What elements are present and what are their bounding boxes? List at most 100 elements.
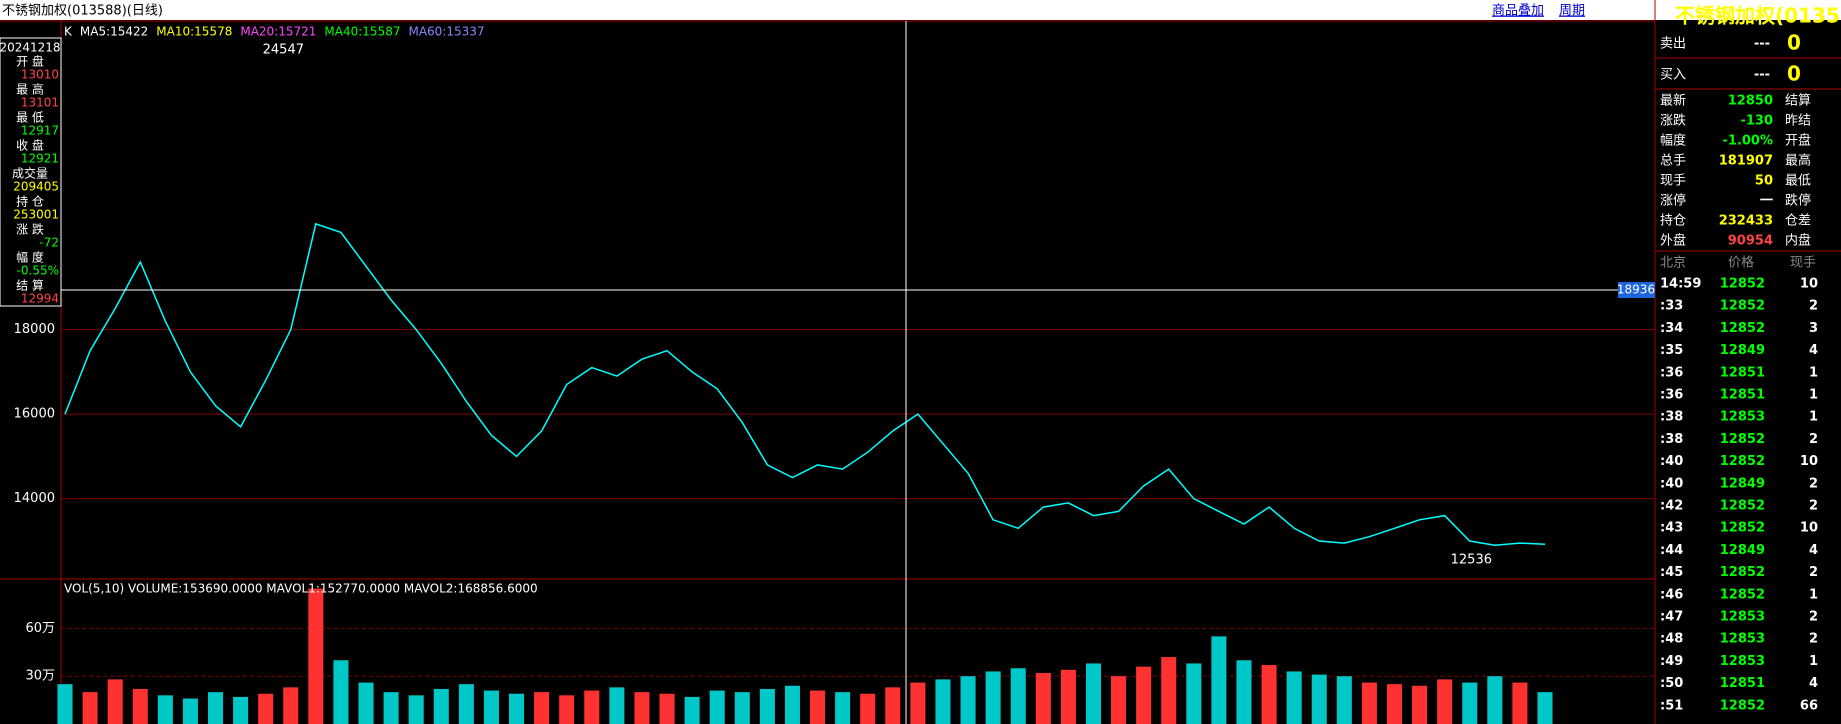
price-line bbox=[64, 222, 1546, 546]
info-label: 开 盘 bbox=[16, 54, 44, 69]
volume-bar bbox=[784, 685, 800, 724]
volume-bar bbox=[82, 692, 98, 724]
volume-bar bbox=[1537, 692, 1553, 724]
y-tick-label: 16000 bbox=[14, 407, 55, 422]
volume-bar bbox=[1111, 676, 1127, 724]
volume-bar bbox=[509, 693, 525, 724]
quote-row-value: 232433 bbox=[1719, 214, 1773, 229]
quote-row-label2: 最高 bbox=[1785, 153, 1811, 169]
tick-price: 12851 bbox=[1720, 365, 1765, 380]
info-value: -0.55% bbox=[17, 264, 59, 278]
tick-header: 价格 bbox=[1728, 255, 1754, 271]
info-value: 12921 bbox=[21, 152, 59, 166]
volume-bar bbox=[734, 692, 750, 724]
tick-time: :49 bbox=[1660, 654, 1683, 669]
quote-row-label2: 昨结 bbox=[1785, 114, 1811, 129]
volume-bar bbox=[559, 695, 575, 724]
tick-price: 12852 bbox=[1720, 432, 1765, 447]
ma-legend: K bbox=[64, 25, 73, 39]
volume-bar bbox=[283, 687, 299, 724]
tick-volume: 2 bbox=[1809, 632, 1818, 647]
tick-volume: 3 bbox=[1809, 321, 1818, 336]
ma-legend: MA20:15721 bbox=[240, 25, 316, 39]
quote-row-value: 181907 bbox=[1719, 154, 1773, 169]
tick-volume: 1 bbox=[1809, 587, 1818, 602]
tick-volume: 1 bbox=[1809, 388, 1818, 403]
tick-time: :51 bbox=[1660, 698, 1683, 713]
ma-legend: MA10:15578 bbox=[156, 25, 232, 39]
tick-header: 现手 bbox=[1790, 256, 1816, 271]
tick-time: :34 bbox=[1660, 321, 1683, 336]
quote-row-label2: 内盘 bbox=[1785, 233, 1811, 249]
info-label: 涨 跌 bbox=[16, 222, 44, 237]
tick-volume: 2 bbox=[1809, 499, 1818, 514]
tick-volume: 2 bbox=[1809, 476, 1818, 491]
info-value: 13101 bbox=[21, 96, 59, 110]
tick-time: :45 bbox=[1660, 565, 1683, 580]
info-value: 12994 bbox=[21, 292, 59, 306]
quote-label: 买入 bbox=[1660, 68, 1686, 83]
volume-bar bbox=[1161, 657, 1177, 724]
volume-bar bbox=[1211, 636, 1227, 724]
volume-bar bbox=[57, 684, 73, 724]
quote-row-value: 一 bbox=[1760, 194, 1773, 209]
tick-time: :44 bbox=[1660, 543, 1683, 558]
info-label: 幅 度 bbox=[16, 250, 44, 265]
volume-bar bbox=[810, 690, 826, 724]
tick-volume: 4 bbox=[1809, 343, 1818, 358]
quote-row-value: 50 bbox=[1755, 174, 1773, 189]
tick-volume: 4 bbox=[1809, 543, 1818, 558]
volume-bar bbox=[258, 693, 274, 724]
quote-row-value: 90954 bbox=[1728, 234, 1773, 249]
volume-bar bbox=[1462, 682, 1478, 724]
quote-row-label2: 最低 bbox=[1785, 174, 1811, 189]
volume-bar bbox=[759, 688, 775, 724]
tick-time: :47 bbox=[1660, 610, 1683, 625]
info-value: 209405 bbox=[13, 180, 59, 194]
low-label: 12536 bbox=[1451, 553, 1492, 568]
info-label: 结 算 bbox=[16, 278, 44, 293]
tick-price: 12853 bbox=[1720, 632, 1765, 647]
volume-bar bbox=[207, 692, 224, 724]
volume-bar bbox=[1186, 663, 1202, 724]
quote-qty: 0 bbox=[1787, 31, 1801, 55]
tick-time: :42 bbox=[1660, 499, 1683, 514]
quote-row-label: 外盘 bbox=[1660, 233, 1686, 249]
cursor-label: 18936 bbox=[1617, 283, 1655, 297]
volume-bar bbox=[1286, 671, 1302, 724]
tick-price: 12849 bbox=[1720, 543, 1765, 558]
volume-bar bbox=[960, 676, 976, 724]
volume-legend: VOL(5,10) VOLUME:153690.0000 MAVOL1:1527… bbox=[64, 582, 538, 596]
volume-bar bbox=[1512, 682, 1528, 724]
volume-bar bbox=[1437, 679, 1453, 724]
high-label: 24547 bbox=[263, 43, 304, 58]
volume-bar bbox=[308, 588, 324, 724]
volume-bar bbox=[1336, 676, 1352, 724]
y-tick-label: 60万 bbox=[25, 621, 55, 636]
volume-bar bbox=[609, 687, 625, 724]
volume-bar bbox=[534, 692, 550, 724]
tick-time: :50 bbox=[1660, 676, 1683, 691]
quote-row-value: -130 bbox=[1740, 114, 1773, 129]
info-value: 12917 bbox=[21, 124, 59, 138]
quote-label: 卖出 bbox=[1660, 37, 1686, 52]
info-label: 收 盘 bbox=[16, 138, 44, 153]
volume-bar bbox=[383, 692, 399, 724]
volume-bar bbox=[659, 693, 675, 724]
y-tick-label: 18000 bbox=[14, 322, 55, 337]
volume-bar bbox=[1085, 663, 1101, 724]
tick-price: 12853 bbox=[1720, 610, 1765, 625]
quote-row-label: 最新 bbox=[1660, 93, 1686, 109]
info-value: -72 bbox=[39, 236, 59, 250]
tick-price: 12852 bbox=[1720, 499, 1765, 514]
y-tick-label: 30万 bbox=[25, 669, 55, 684]
overlay-link[interactable]: 商品叠加 bbox=[1492, 4, 1544, 19]
volume-bar bbox=[1412, 685, 1428, 724]
tick-price: 12852 bbox=[1720, 587, 1765, 602]
tick-volume: 1 bbox=[1809, 365, 1818, 380]
volume-bar bbox=[458, 684, 474, 724]
ma-legend: MA40:15587 bbox=[324, 25, 400, 39]
period-link[interactable]: 周期 bbox=[1559, 4, 1585, 19]
